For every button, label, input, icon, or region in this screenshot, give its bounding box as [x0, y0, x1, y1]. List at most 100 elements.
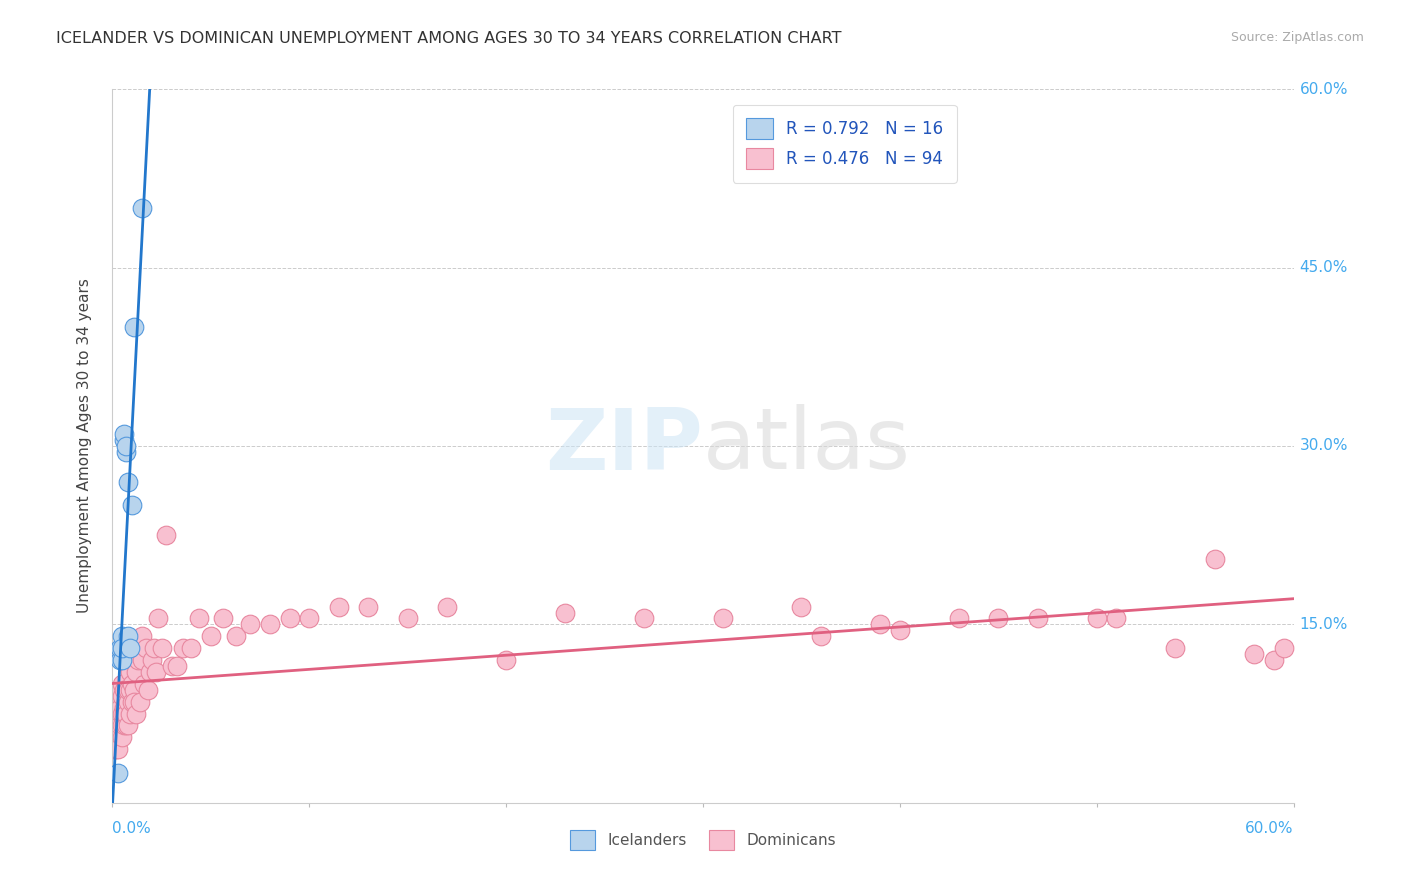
Point — [1263, 653, 1285, 667]
Point — [131, 201, 153, 215]
Point — [1085, 611, 1108, 625]
Point — [110, 706, 132, 721]
Y-axis label: Unemployment Among Ages 30 to 34 years: Unemployment Among Ages 30 to 34 years — [77, 278, 93, 614]
Point — [200, 629, 222, 643]
Point — [121, 499, 143, 513]
Point — [111, 629, 134, 643]
Point — [633, 611, 655, 625]
Point — [396, 611, 419, 625]
Point — [145, 665, 167, 679]
Point — [135, 641, 157, 656]
Point — [790, 599, 813, 614]
Point — [155, 528, 177, 542]
Point — [166, 659, 188, 673]
Text: 15.0%: 15.0% — [1299, 617, 1348, 632]
Point — [1164, 641, 1187, 656]
Point — [139, 665, 162, 679]
Point — [121, 641, 143, 656]
Point — [259, 617, 281, 632]
Point — [121, 695, 143, 709]
Point — [111, 653, 134, 667]
Point — [111, 718, 134, 732]
Point — [120, 641, 142, 656]
Point — [107, 766, 129, 780]
Point — [1204, 552, 1226, 566]
Point — [172, 641, 194, 656]
Point — [111, 689, 134, 703]
Point — [110, 718, 132, 732]
Point — [107, 713, 129, 727]
Point — [188, 611, 211, 625]
Point — [103, 731, 125, 745]
Point — [117, 629, 139, 643]
Point — [131, 629, 153, 643]
Text: atlas: atlas — [703, 404, 911, 488]
Point — [554, 606, 576, 620]
Point — [150, 641, 173, 656]
Point — [107, 718, 129, 732]
Point — [298, 611, 321, 625]
Point — [110, 641, 132, 656]
Point — [110, 653, 132, 667]
Point — [127, 653, 149, 667]
Point — [136, 682, 159, 697]
Point — [211, 611, 233, 625]
Point — [121, 677, 143, 691]
Point — [105, 731, 128, 745]
Point — [180, 641, 202, 656]
Point — [103, 742, 125, 756]
Text: 60.0%: 60.0% — [1299, 82, 1348, 96]
Point — [103, 713, 125, 727]
Point — [107, 742, 129, 756]
Text: 0.0%: 0.0% — [112, 821, 152, 836]
Point — [105, 724, 128, 739]
Point — [131, 653, 153, 667]
Point — [357, 599, 380, 614]
Point — [112, 682, 135, 697]
Text: 45.0%: 45.0% — [1299, 260, 1348, 275]
Point — [120, 706, 142, 721]
Point — [117, 682, 139, 697]
Point — [120, 682, 142, 697]
Point — [117, 718, 139, 732]
Point — [111, 641, 134, 656]
Point — [117, 695, 139, 709]
Point — [125, 665, 148, 679]
Point — [160, 659, 183, 673]
Point — [110, 682, 132, 697]
Point — [107, 689, 129, 703]
Point — [111, 731, 134, 745]
Point — [810, 629, 832, 643]
Point — [132, 677, 155, 691]
Point — [110, 700, 132, 714]
Point — [107, 731, 129, 745]
Point — [495, 653, 517, 667]
Point — [117, 647, 139, 661]
Point — [328, 599, 350, 614]
Point — [115, 695, 138, 709]
Point — [105, 713, 128, 727]
Point — [225, 629, 247, 643]
Legend: Icelanders, Dominicans: Icelanders, Dominicans — [564, 824, 842, 855]
Point — [711, 611, 734, 625]
Point — [112, 718, 135, 732]
Point — [122, 682, 145, 697]
Point — [112, 700, 135, 714]
Point — [129, 695, 152, 709]
Text: Source: ZipAtlas.com: Source: ZipAtlas.com — [1230, 31, 1364, 45]
Point — [869, 617, 891, 632]
Point — [141, 653, 163, 667]
Point — [127, 641, 149, 656]
Point — [1026, 611, 1049, 625]
Point — [1272, 641, 1295, 656]
Point — [111, 706, 134, 721]
Point — [112, 433, 135, 447]
Point — [115, 706, 138, 721]
Point — [122, 641, 145, 656]
Point — [125, 706, 148, 721]
Point — [117, 475, 139, 489]
Point — [112, 427, 135, 442]
Point — [105, 742, 128, 756]
Point — [278, 611, 301, 625]
Point — [122, 320, 145, 334]
